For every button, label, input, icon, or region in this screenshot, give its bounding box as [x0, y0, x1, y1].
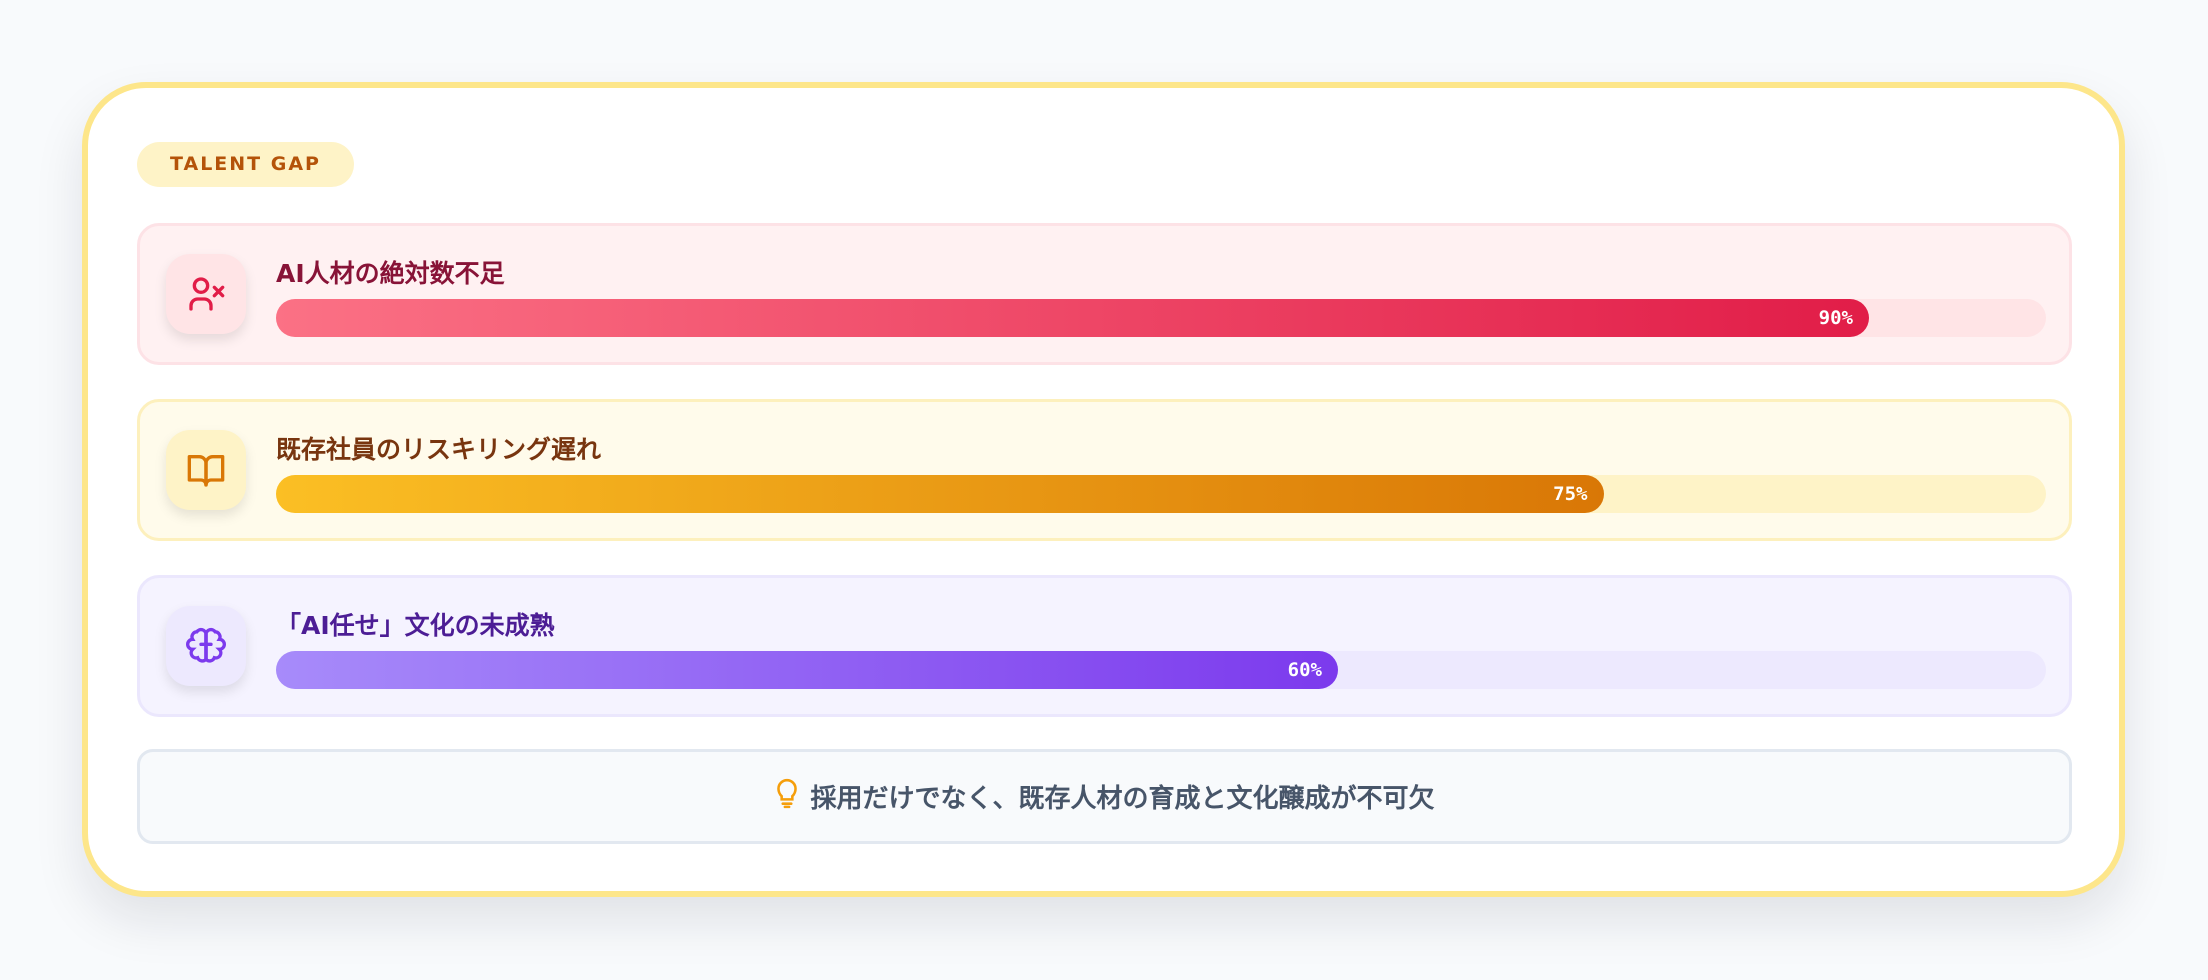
- percent-label: 75%: [1553, 483, 1588, 505]
- gap-title: 既存社員のリスキリング遅れ: [276, 435, 602, 464]
- talent-gap-card: TALENT GAP AI人材の絶対数不足 90% 既存社員のリスキリング遅れ …: [82, 82, 2125, 897]
- progress-fill: 90%: [276, 299, 1869, 337]
- gap-row-ai-talent: AI人材の絶対数不足 90%: [137, 223, 2072, 365]
- book-open-icon: [166, 430, 246, 510]
- lightbulb-icon: [774, 777, 800, 816]
- section-badge: TALENT GAP: [137, 142, 354, 187]
- percent-label: 60%: [1287, 659, 1322, 681]
- gap-row-ai-culture: 「AI任せ」文化の未成熟 60%: [137, 575, 2072, 717]
- gap-title: 「AI任せ」文化の未成熟: [276, 611, 555, 640]
- progress-fill: 60%: [276, 651, 1338, 689]
- progress-fill: 75%: [276, 475, 1604, 513]
- progress-track: 75%: [276, 475, 2046, 513]
- brain-icon: [166, 606, 246, 686]
- gap-title: AI人材の絶対数不足: [276, 259, 505, 288]
- percent-label: 90%: [1818, 307, 1853, 329]
- progress-track: 60%: [276, 651, 2046, 689]
- user-x-icon: [166, 254, 246, 334]
- conclusion-box: 採用だけでなく、既存人材の育成と文化醸成が不可欠: [137, 749, 2072, 844]
- gap-row-reskilling: 既存社員のリスキリング遅れ 75%: [137, 399, 2072, 541]
- progress-track: 90%: [276, 299, 2046, 337]
- conclusion-text: 採用だけでなく、既存人材の育成と文化醸成が不可欠: [810, 784, 1435, 814]
